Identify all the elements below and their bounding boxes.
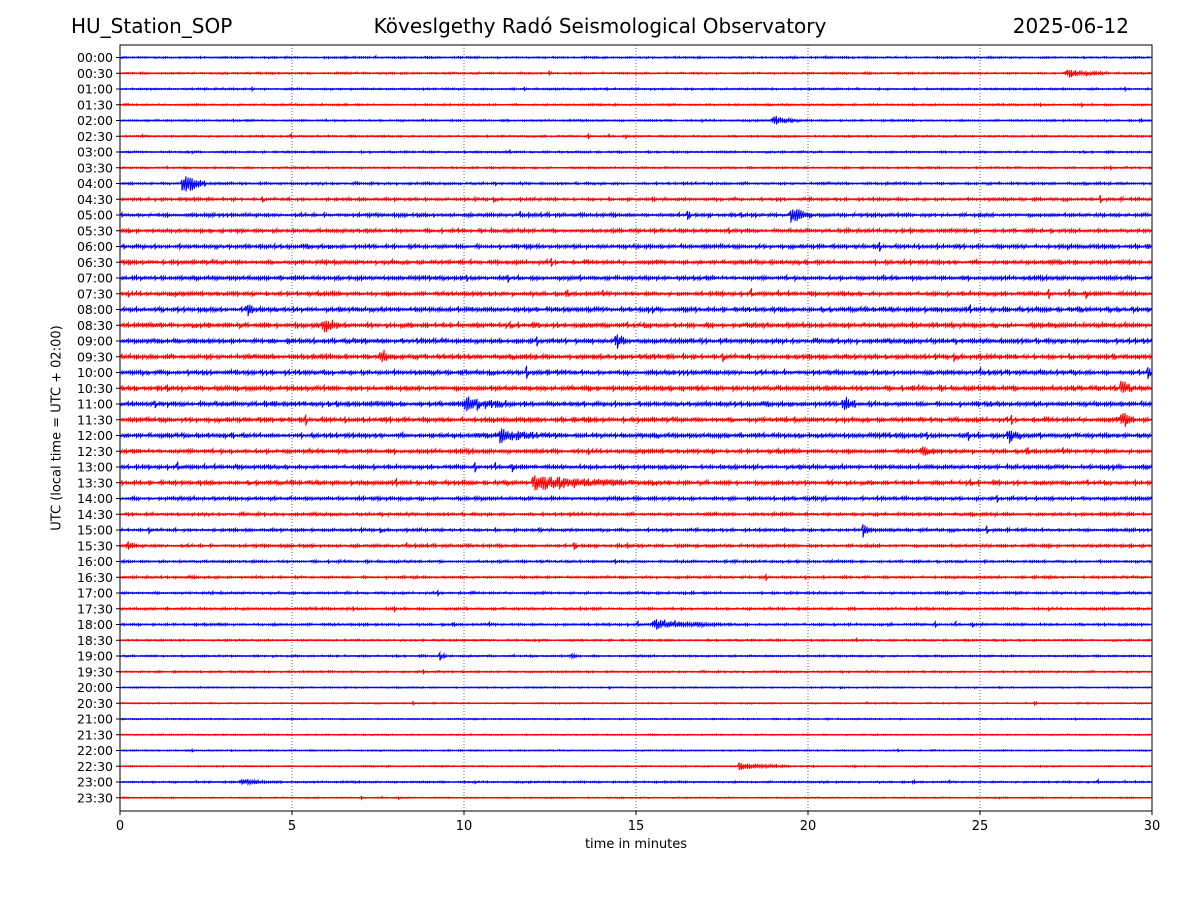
y-tick-label-1900: 19:00 bbox=[77, 649, 113, 664]
x-tick-label-0: 0 bbox=[116, 819, 124, 834]
y-tick-label-2030: 20:30 bbox=[77, 696, 113, 711]
y-tick-label-0100: 01:00 bbox=[77, 82, 113, 97]
y-tick-label-1830: 18:30 bbox=[77, 633, 113, 648]
y-tick-label-0430: 04:30 bbox=[77, 192, 113, 207]
y-tick-label-0300: 03:00 bbox=[77, 145, 113, 160]
y-tick-label-0700: 07:00 bbox=[77, 271, 113, 286]
y-tick-label-2100: 21:00 bbox=[77, 712, 113, 727]
y-tick-label-1030: 10:30 bbox=[77, 381, 113, 396]
x-tick-label-25: 25 bbox=[972, 819, 989, 834]
y-tick-label-1230: 12:30 bbox=[77, 444, 113, 459]
y-tick-label-0600: 06:00 bbox=[77, 239, 113, 254]
y-tick-label-0800: 08:00 bbox=[77, 302, 113, 317]
y-tick-label-0900: 09:00 bbox=[77, 334, 113, 349]
y-tick-label-0330: 03:30 bbox=[77, 160, 113, 175]
y-tick-label-1100: 11:00 bbox=[77, 397, 113, 412]
y-tick-label-0400: 04:00 bbox=[77, 176, 113, 191]
y-tick-label-1930: 19:30 bbox=[77, 664, 113, 679]
trace-1030 bbox=[119, 380, 1153, 394]
y-tick-label-0730: 07:30 bbox=[77, 286, 113, 301]
y-tick-label-2000: 20:00 bbox=[77, 680, 113, 695]
gridlines bbox=[291, 45, 981, 811]
y-tick-label-1300: 13:00 bbox=[77, 460, 113, 475]
y-tick-label-1400: 14:00 bbox=[77, 491, 113, 506]
y-tick-label-2200: 22:00 bbox=[77, 743, 113, 758]
y-tick-label-2330: 23:30 bbox=[77, 790, 113, 805]
y-tick-label-1330: 13:30 bbox=[77, 475, 113, 490]
y-tick-label-1530: 15:30 bbox=[77, 538, 113, 553]
y-tick-label-0200: 02:00 bbox=[77, 113, 113, 128]
y-tick-label-0530: 05:30 bbox=[77, 223, 113, 238]
y-tick-label-1430: 14:30 bbox=[77, 507, 113, 522]
y-tick-label-1730: 17:30 bbox=[77, 601, 113, 616]
y-tick-label-2130: 21:30 bbox=[77, 727, 113, 742]
traces bbox=[119, 54, 1153, 801]
x-tick-label-5: 5 bbox=[288, 819, 296, 834]
trace-1500 bbox=[119, 524, 1153, 538]
y-tick-label-2230: 22:30 bbox=[77, 759, 113, 774]
y-tick-label-0130: 01:30 bbox=[77, 97, 113, 112]
y-tick-label-1200: 12:00 bbox=[77, 428, 113, 443]
axis-ticks: 0 5 10 15 20 25 30 00:0000:3001:0001:3002:0002:… bbox=[77, 50, 1160, 834]
plot-frame bbox=[119, 44, 1153, 812]
y-tick-label-1800: 18:00 bbox=[77, 617, 113, 632]
observatory-title: Köveslgethy Radó Seismological Observato… bbox=[373, 14, 827, 38]
y-tick-label-1630: 16:30 bbox=[77, 570, 113, 585]
station-name: HU_Station_SOP bbox=[71, 14, 233, 38]
x-tick-label-20: 20 bbox=[800, 819, 817, 834]
y-tick-label-1500: 15:00 bbox=[77, 523, 113, 538]
y-tick-label-0830: 08:30 bbox=[77, 318, 113, 333]
y-tick-label-0230: 02:30 bbox=[77, 129, 113, 144]
x-axis-label: time in minutes bbox=[584, 837, 688, 852]
y-axis-label: UTC (local time = UTC + 02:00) bbox=[49, 325, 65, 531]
y-tick-label-1130: 11:30 bbox=[77, 412, 113, 427]
x-tick-label-15: 15 bbox=[628, 819, 645, 834]
y-tick-label-0030: 00:30 bbox=[77, 66, 113, 81]
chart-date: 2025-06-12 bbox=[1012, 14, 1129, 38]
x-tick-label-10: 10 bbox=[456, 819, 473, 834]
y-tick-label-0500: 05:00 bbox=[77, 208, 113, 223]
y-tick-label-0930: 09:30 bbox=[77, 349, 113, 364]
y-tick-label-1700: 17:00 bbox=[77, 586, 113, 601]
y-tick-label-1600: 16:00 bbox=[77, 554, 113, 569]
x-tick-label-30: 30 bbox=[1144, 819, 1161, 834]
y-tick-label-0000: 00:00 bbox=[77, 50, 113, 65]
y-tick-label-2300: 23:00 bbox=[77, 775, 113, 790]
y-tick-label-1000: 10:00 bbox=[77, 365, 113, 380]
y-tick-label-0630: 06:30 bbox=[77, 255, 113, 270]
